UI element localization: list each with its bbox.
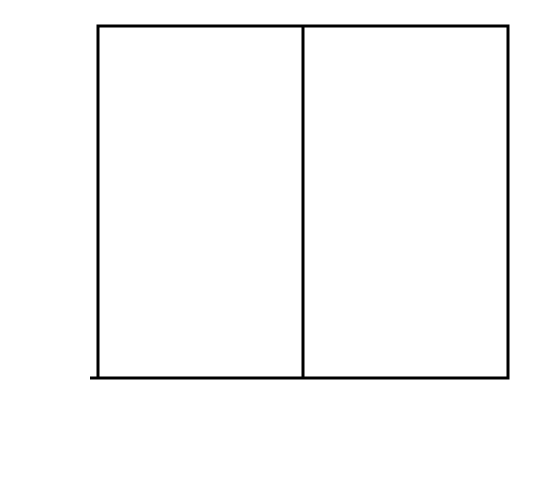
chart-svg xyxy=(0,0,544,500)
figure-root xyxy=(0,0,544,500)
chart-background xyxy=(0,0,544,500)
